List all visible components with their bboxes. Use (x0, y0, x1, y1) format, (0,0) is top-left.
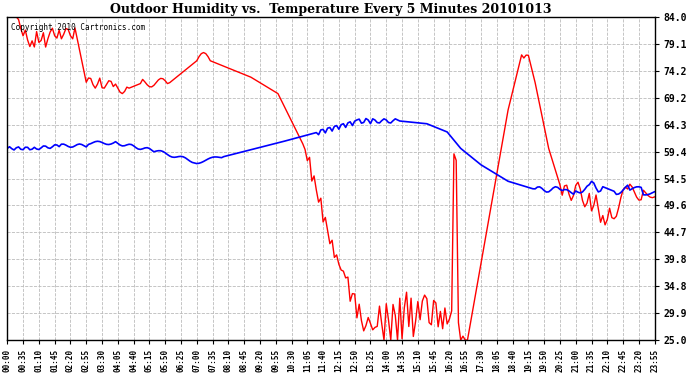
Title: Outdoor Humidity vs.  Temperature Every 5 Minutes 20101013: Outdoor Humidity vs. Temperature Every 5… (110, 3, 552, 16)
Text: Copyright 2010 Cartronics.com: Copyright 2010 Cartronics.com (10, 23, 145, 32)
